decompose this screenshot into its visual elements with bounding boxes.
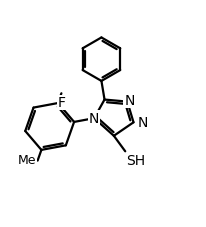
Text: SH: SH xyxy=(126,153,145,167)
Text: F: F xyxy=(57,96,65,110)
Text: Me: Me xyxy=(18,153,36,166)
Text: N: N xyxy=(89,112,99,126)
Text: N: N xyxy=(137,116,148,130)
Text: N: N xyxy=(124,93,134,107)
